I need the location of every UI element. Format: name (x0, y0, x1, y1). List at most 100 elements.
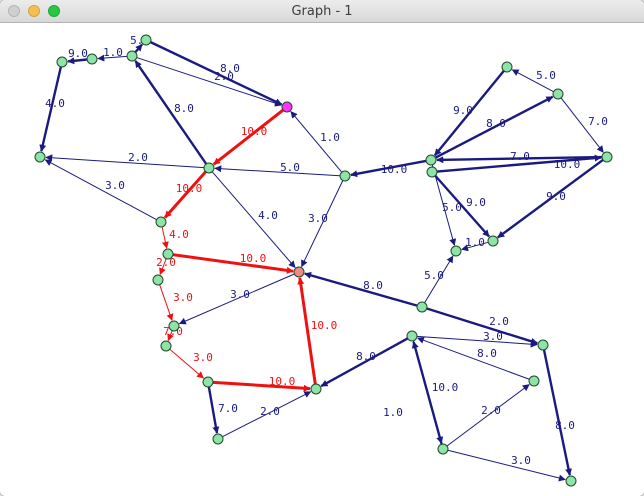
edge-weight-label: 9.0 (453, 104, 473, 117)
graph-edge[interactable] (436, 155, 603, 164)
window-title: Graph - 1 (291, 4, 353, 19)
minimize-button[interactable] (28, 5, 40, 17)
graph-edge[interactable] (434, 95, 554, 159)
edge-weight-label: 10.0 (241, 125, 268, 138)
source-node[interactable] (281, 101, 293, 113)
graph-edge[interactable] (67, 57, 88, 65)
edge-weight-label: 3.0 (511, 454, 531, 467)
graph-node[interactable] (126, 50, 138, 62)
graph-edge[interactable] (134, 60, 208, 165)
shortest-path-edge[interactable] (161, 226, 169, 249)
close-button[interactable] (8, 5, 20, 17)
edge-weight-label: 3.0 (173, 291, 193, 304)
nodes-layer (34, 34, 613, 487)
graph-node[interactable] (202, 376, 214, 388)
shortest-path-edge[interactable] (163, 170, 207, 219)
graph-node[interactable] (34, 151, 46, 163)
graph-edge[interactable] (304, 272, 418, 307)
edge-weight-label: 8.0 (486, 117, 506, 130)
edge-weight-label: 2.0 (489, 315, 509, 328)
graph-node[interactable] (160, 340, 172, 352)
graph-edge[interactable] (350, 159, 427, 178)
zoom-button[interactable] (48, 5, 60, 17)
graph-edge[interactable] (136, 57, 282, 107)
edge-weight-label: 1.0 (320, 131, 340, 144)
graph-edge[interactable] (511, 69, 554, 93)
graph-edge[interactable] (436, 154, 602, 173)
shortest-path-edge[interactable] (169, 348, 204, 379)
shortest-path-edge[interactable] (212, 380, 311, 392)
graph-node[interactable] (528, 375, 540, 387)
graph-edge[interactable] (97, 54, 128, 62)
shortest-path-edge[interactable] (159, 284, 174, 321)
graph-edge[interactable] (44, 159, 157, 221)
graph-node[interactable] (162, 248, 174, 260)
graph-edge[interactable] (434, 174, 490, 238)
graph-node[interactable] (406, 330, 418, 342)
graph-edge[interactable] (134, 43, 143, 54)
shortest-path-edge[interactable] (159, 258, 167, 276)
graph-node[interactable] (416, 301, 428, 313)
graph-edge[interactable] (222, 391, 312, 438)
graph-edge[interactable] (290, 111, 343, 173)
graph-edge[interactable] (447, 449, 566, 482)
graph-node[interactable] (140, 34, 152, 46)
graph-edge[interactable] (433, 70, 505, 157)
edge-weight-label: 2.0 (481, 404, 501, 417)
graph-node[interactable] (168, 320, 180, 332)
graph-edge[interactable] (542, 349, 572, 476)
graph-edge[interactable] (416, 336, 530, 380)
graph-node[interactable] (203, 162, 215, 174)
edge-weight-label: 5.0 (280, 161, 300, 174)
shortest-path-edge[interactable] (297, 277, 317, 385)
edge-weight-label: 4.0 (258, 209, 278, 222)
target-node[interactable] (293, 266, 305, 278)
graph-node[interactable] (310, 383, 322, 395)
graph-canvas[interactable]: 8.02.05.01.09.04.0 8.02.03.04.05.01.03.01… (0, 23, 644, 496)
graph-edge[interactable] (207, 386, 220, 434)
graph-edge[interactable] (214, 165, 341, 177)
graph-node[interactable] (552, 88, 564, 100)
graph-node[interactable] (426, 166, 438, 178)
graph-edge[interactable] (424, 255, 454, 303)
graph-node[interactable] (339, 170, 351, 182)
graph-edge[interactable] (178, 273, 295, 325)
graph-edge[interactable] (461, 241, 489, 252)
graph-edge[interactable] (301, 180, 344, 268)
graph-edge[interactable] (497, 158, 604, 239)
graph-edge[interactable] (39, 66, 63, 152)
graph-node[interactable] (450, 245, 462, 257)
shortest-path-edge[interactable] (212, 108, 284, 166)
graph-node[interactable] (152, 274, 164, 286)
edge-weight-label: 1.0 (383, 406, 403, 419)
graph-edge[interactable] (560, 97, 604, 153)
shortest-path-edge[interactable] (172, 253, 294, 274)
graph-edge[interactable] (320, 337, 409, 388)
shortest-path-edge[interactable] (167, 330, 174, 342)
graph-node[interactable] (537, 339, 549, 351)
graph-node[interactable] (601, 151, 613, 163)
title-bar[interactable]: Graph - 1 (0, 0, 644, 23)
graph-edge[interactable] (446, 384, 530, 447)
graph-node[interactable] (425, 154, 437, 166)
graph-node[interactable] (212, 433, 224, 445)
edge-weight-label: 4.0 (45, 97, 65, 110)
graph-edge[interactable] (426, 307, 538, 345)
graph-edge[interactable] (150, 41, 283, 106)
graph-node[interactable] (487, 235, 499, 247)
graph-edge[interactable] (211, 171, 296, 268)
graph-node[interactable] (437, 443, 449, 455)
graph-edge[interactable] (412, 340, 444, 444)
edge-weight-label: 10.0 (240, 252, 267, 265)
graph-node[interactable] (86, 53, 98, 65)
graph-edge[interactable] (45, 154, 205, 169)
graph-node[interactable] (501, 61, 513, 73)
edge-weight-label: 4.0 (169, 228, 189, 241)
edge-weight-label: 7.0 (218, 402, 238, 415)
edge-weight-label: 3.0 (193, 351, 213, 364)
graph-edge[interactable] (416, 335, 538, 348)
graph-node[interactable] (155, 216, 167, 228)
graph-node[interactable] (565, 475, 577, 487)
graph-node[interactable] (56, 56, 68, 68)
